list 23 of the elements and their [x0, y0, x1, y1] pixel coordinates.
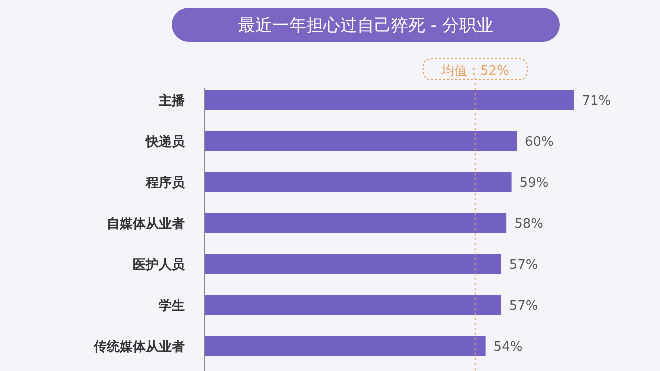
- bar: [205, 254, 502, 274]
- ref-line-label: 均值：52%: [440, 64, 510, 79]
- data-label: 71%: [582, 94, 612, 109]
- bar: [205, 90, 574, 110]
- y-tick-label: 程序员: [145, 175, 186, 191]
- bar: [205, 131, 517, 151]
- data-label: 57%: [509, 299, 538, 314]
- y-tick-label: 自媒体从业者: [107, 217, 185, 232]
- y-tick-label: 学生: [159, 299, 185, 314]
- chart-title: 最近一年担心过自己猝死 - 分职业: [238, 16, 494, 36]
- y-tick-label: 传统媒体从业者: [93, 339, 185, 355]
- y-tick-label: 快递员: [145, 134, 186, 150]
- bar: [205, 213, 507, 233]
- data-label: 57%: [509, 258, 538, 273]
- data-label: 59%: [520, 176, 549, 191]
- bar: [205, 295, 502, 315]
- y-tick-label: 医护人员: [133, 257, 186, 273]
- y-tick-label: 主播: [158, 93, 186, 109]
- data-label: 54%: [494, 340, 523, 355]
- bar: [205, 336, 486, 356]
- data-label: 60%: [525, 135, 554, 150]
- bar: [205, 172, 512, 192]
- data-label: 58%: [514, 217, 544, 232]
